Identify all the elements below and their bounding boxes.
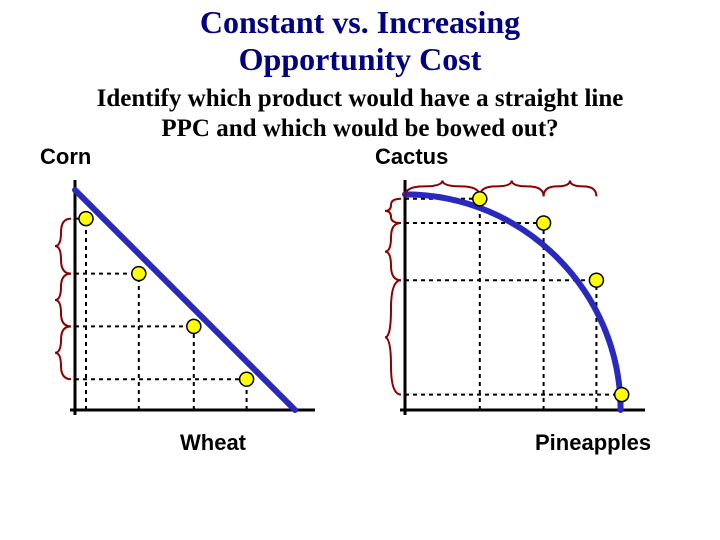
y-axis-label-left: Corn — [40, 144, 360, 170]
subtitle-line-1: Identify which product would have a stra… — [97, 85, 624, 112]
x-axis-label-right: Pineapples — [535, 430, 695, 456]
chart-left-svg — [30, 170, 330, 430]
page-title: Constant vs. Increasing Opportunity Cost — [0, 0, 720, 78]
y-axis-label-right: Cactus — [375, 144, 695, 170]
page-subtitle: Identify which product would have a stra… — [0, 84, 720, 144]
title-line-1: Constant vs. Increasing — [200, 4, 520, 40]
subtitle-line-2: PPC and which would be bowed out? — [161, 115, 558, 142]
chart-right-svg — [365, 170, 665, 430]
chart-left: Corn Wheat — [30, 144, 360, 456]
x-axis-label-left: Wheat — [180, 430, 360, 456]
charts-row: Corn Wheat Cactus Pineapples — [0, 144, 720, 504]
title-line-2: Opportunity Cost — [239, 41, 482, 77]
chart-right: Cactus Pineapples — [365, 144, 695, 456]
